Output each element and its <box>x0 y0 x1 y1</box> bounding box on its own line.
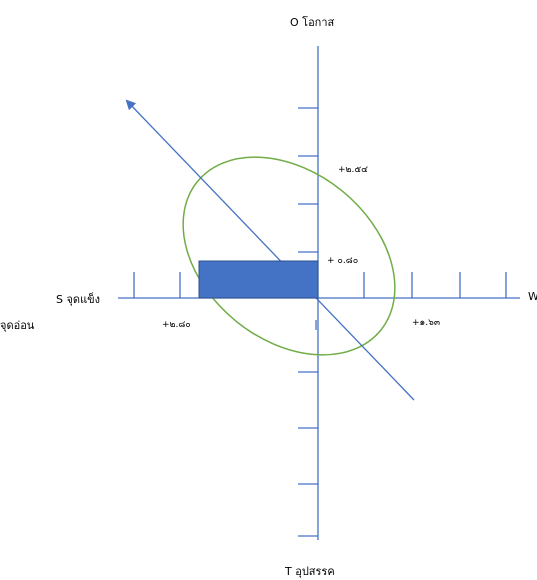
left-axis-label: S จุดแข็ง <box>56 293 101 306</box>
left-axis-sub-label: จุดอ่อน <box>0 319 35 332</box>
top-axis-label: O โอกาส <box>290 16 335 29</box>
position-rectangle <box>198 260 319 299</box>
right-axis-label: W <box>528 290 537 303</box>
left-x-value: +๒.๘๐ <box>162 320 191 330</box>
upper-y-value: +๒.๕๔ <box>338 165 368 175</box>
vertical-axis-ticks <box>298 107 318 537</box>
diagonal-arrow <box>125 99 415 401</box>
horizontal-axis-ticks <box>133 272 507 298</box>
lower-y-value: + ๐.๘๐ <box>327 256 359 266</box>
right-x-value: +๑.๖๓ <box>412 318 440 328</box>
strategy-ellipse <box>182 156 396 356</box>
bottom-axis-label: T อุปสรรค <box>285 565 335 578</box>
